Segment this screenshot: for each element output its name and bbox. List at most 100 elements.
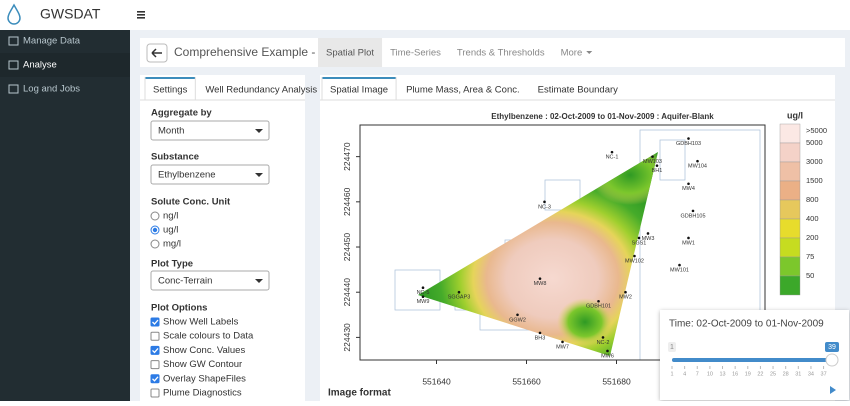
panel-tab[interactable]: Well Redundancy Analysis xyxy=(205,85,317,96)
well xyxy=(633,254,636,258)
radio[interactable] xyxy=(150,239,160,249)
legend-swatch xyxy=(779,161,801,182)
top-bar xyxy=(0,0,850,30)
slider-tick-label: 22 xyxy=(757,371,763,377)
control-label: Plot Options xyxy=(151,303,207,314)
panel-tab[interactable]: Settings xyxy=(153,85,188,96)
control-label: Aggregate by xyxy=(151,108,212,119)
tab-highlight xyxy=(322,77,397,79)
header-tab[interactable]: Time-Series xyxy=(390,48,441,59)
menu-toggle[interactable] xyxy=(137,11,145,19)
nav-item[interactable]: Manage Data xyxy=(23,36,81,47)
y-tick-label: 224430 xyxy=(342,323,352,352)
well-label: MW1 xyxy=(682,240,695,246)
checkbox[interactable] xyxy=(150,388,160,398)
slider-tick-label: 13 xyxy=(719,371,725,377)
x-tick-label: 551680 xyxy=(602,376,631,386)
well xyxy=(637,236,641,240)
radio[interactable] xyxy=(150,211,160,221)
sidebar xyxy=(0,30,130,401)
y-tick-label: 224470 xyxy=(342,142,352,171)
image-format-label: Image format xyxy=(328,388,391,399)
select-box[interactable] xyxy=(150,120,270,141)
panel-tab[interactable]: Estimate Boundary xyxy=(538,85,619,96)
well xyxy=(696,159,699,163)
control-label: Solute Conc. Unit xyxy=(151,197,231,208)
select-caret xyxy=(255,129,263,133)
nav-item[interactable]: Log and Jobs xyxy=(23,84,80,95)
check xyxy=(152,347,159,354)
slider-tick-label: 34 xyxy=(808,371,814,377)
slider-tick-label: 25 xyxy=(770,371,776,377)
check xyxy=(152,376,159,382)
checkbox-label: Scale colours to Data xyxy=(163,331,254,342)
slider-tick-label: 1 xyxy=(670,371,673,377)
legend-label: 75 xyxy=(806,252,814,261)
play-button[interactable] xyxy=(830,386,836,394)
slider-tick-label: 31 xyxy=(795,371,801,377)
checkbox-label: Plume Diagnostics xyxy=(163,388,242,399)
radio-label: ng/l xyxy=(163,211,178,222)
nav-item[interactable]: Analyse xyxy=(23,60,57,71)
select-box[interactable] xyxy=(150,270,270,291)
radio-label: mg/l xyxy=(163,239,181,250)
slider-min-badge xyxy=(668,342,676,352)
legend-label: 400 xyxy=(806,214,819,223)
well-label: NC-5 xyxy=(417,290,430,296)
header-tab[interactable]: More xyxy=(561,48,583,59)
well xyxy=(538,277,542,280)
select-caret xyxy=(255,279,263,283)
well xyxy=(624,290,627,294)
legend-swatch xyxy=(779,218,801,239)
well xyxy=(457,290,461,294)
slider-tick-label: 28 xyxy=(783,371,789,377)
well-label: MW104 xyxy=(688,164,707,170)
well-label: MW3 xyxy=(642,236,655,242)
well xyxy=(538,331,542,335)
checkbox[interactable] xyxy=(150,345,160,355)
checkbox[interactable] xyxy=(150,317,160,327)
slider-handle[interactable] xyxy=(825,353,839,367)
checkbox-label: Show GW Contour xyxy=(163,359,242,370)
well-label: NC-3 xyxy=(538,204,551,210)
checkbox[interactable] xyxy=(150,331,160,341)
control-label: Plot Type xyxy=(151,259,193,270)
well-label: NC-1 xyxy=(606,155,619,161)
select-caret xyxy=(255,173,263,177)
slider-fill xyxy=(672,358,832,362)
nav-icon xyxy=(8,60,19,70)
well-label: MW102 xyxy=(625,259,644,265)
panel-tab[interactable]: Spatial Image xyxy=(330,85,388,96)
legend-label: 50 xyxy=(806,271,814,280)
well xyxy=(516,313,519,317)
well xyxy=(421,286,425,289)
header-tab[interactable]: Spatial Plot xyxy=(326,48,374,59)
app-title: GWSDAT xyxy=(40,6,101,22)
legend-swatch xyxy=(779,180,801,201)
well-label: MW6 xyxy=(601,353,614,359)
time-popup xyxy=(660,310,849,400)
select-box[interactable] xyxy=(150,164,270,185)
select-value: Ethylbenzene xyxy=(158,170,216,181)
legend-swatch xyxy=(779,237,801,258)
legend-swatch xyxy=(779,275,801,296)
radio-dot xyxy=(152,227,158,233)
legend-label: 200 xyxy=(806,233,819,242)
header-tab[interactable]: Trends & Thresholds xyxy=(457,48,545,59)
slider-tick-label: 10 xyxy=(707,371,713,377)
header-box xyxy=(140,38,845,67)
slider-min: 1 xyxy=(670,344,674,351)
legend-label: >5000 xyxy=(806,126,827,135)
well xyxy=(687,182,690,186)
legend-swatch xyxy=(779,142,801,163)
checkbox[interactable] xyxy=(150,360,160,370)
panel-tab[interactable]: Plume Mass, Area & Conc. xyxy=(406,85,520,96)
checkbox-label: Show Well Labels xyxy=(163,317,239,328)
well-label: GDBH101 xyxy=(586,304,611,310)
plume-low xyxy=(557,298,613,346)
checkbox[interactable] xyxy=(150,374,160,384)
checkbox-label: Show Conc. Values xyxy=(163,345,245,356)
y-tick-label: 224440 xyxy=(342,278,352,307)
well-label: MW103 xyxy=(643,159,662,165)
